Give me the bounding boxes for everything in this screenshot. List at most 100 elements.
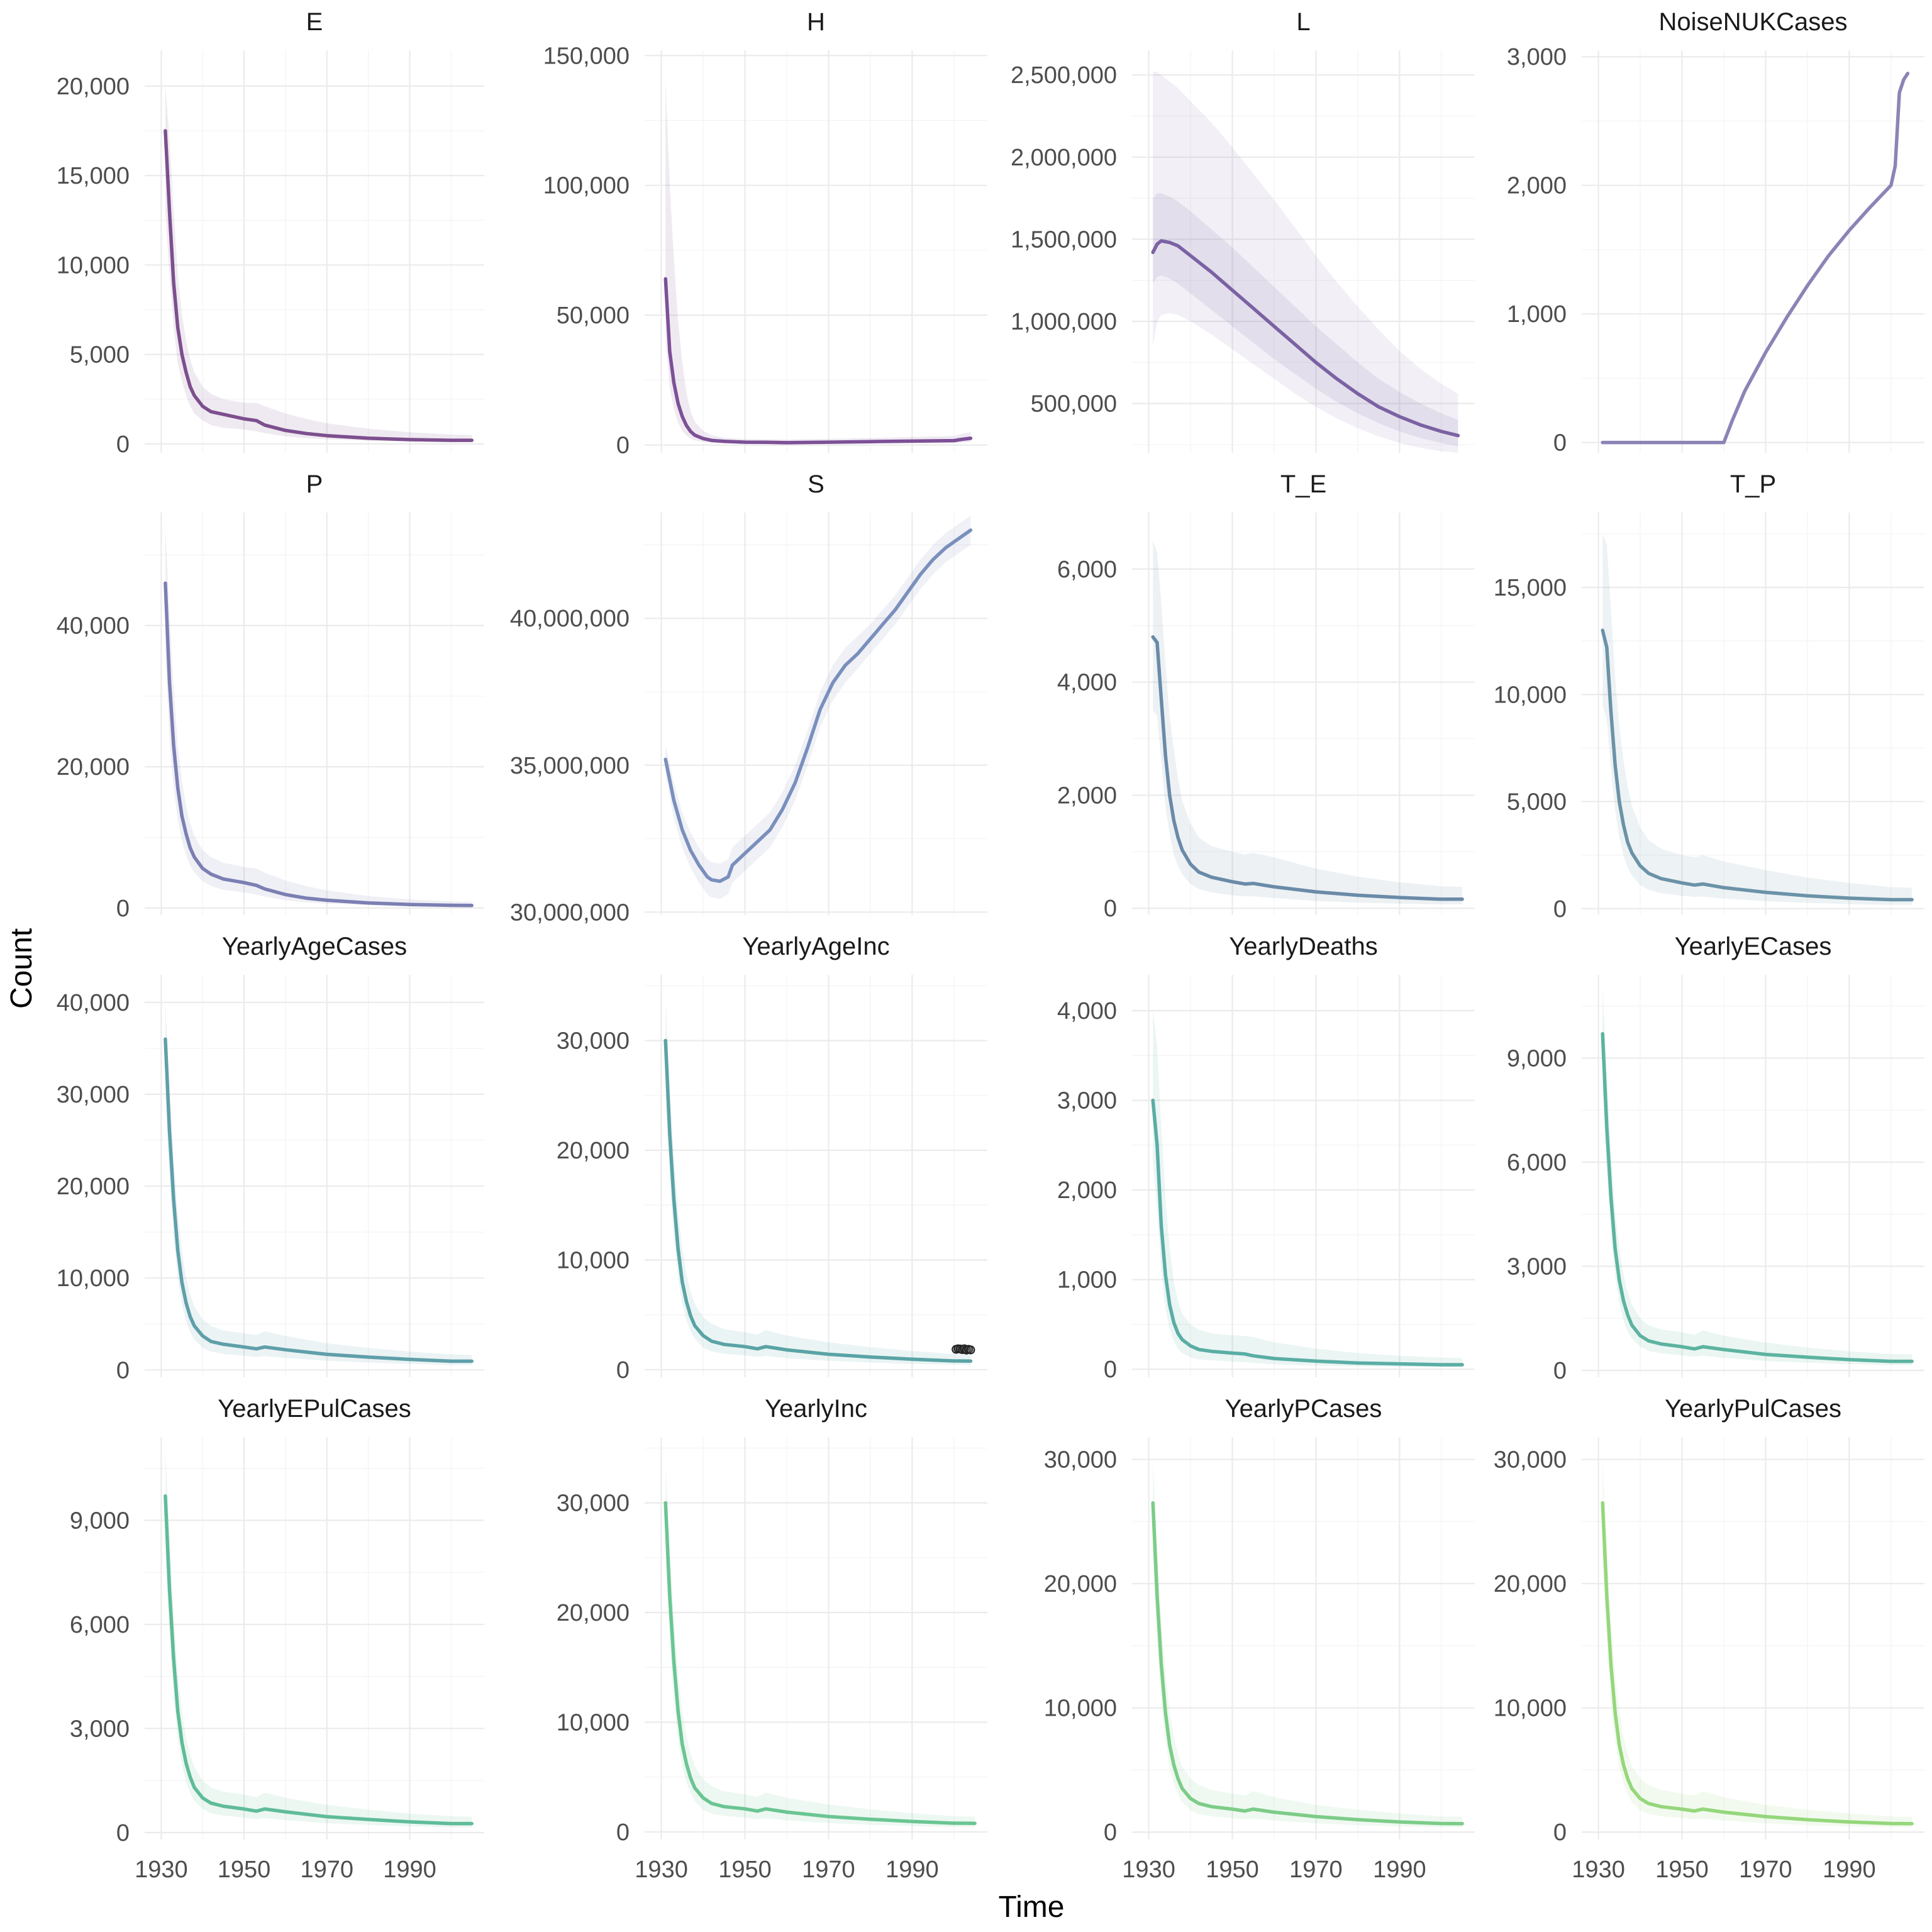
x-tick-label: 1930 (135, 1857, 188, 1883)
ribbon (1602, 989, 1913, 1365)
panel-YearlyPCases: 0 10,000 20,000 30,000 1930 1950 1970 1990 Yearl… (1044, 1395, 1475, 1883)
series-line (1601, 1032, 1914, 1363)
panel-T_P: 0 5,000 10,000 15,000 T_P (1494, 470, 1924, 923)
data-point (966, 1345, 975, 1355)
panel-title: T_E (1280, 470, 1326, 498)
y-tick-label: 1,000,000 (1011, 309, 1117, 335)
ribbon (665, 1002, 971, 1365)
y-tick-label: 30,000 (557, 1028, 630, 1055)
y-axis-title: Count (5, 928, 38, 1009)
y-tick-label: 15,000 (57, 163, 130, 189)
y-tick-label: 1,000 (1507, 301, 1567, 328)
y-tick-label: 10,000 (57, 252, 130, 279)
y-tick-label: 2,000,000 (1011, 145, 1117, 171)
y-tick-label: 9,000 (1507, 1045, 1567, 1072)
ribbon (1153, 1011, 1463, 1367)
y-tick-label: 10,000 (557, 1247, 630, 1274)
series-line (663, 277, 973, 445)
y-tick-label: 0 (116, 896, 130, 922)
y-tick-label: 100,000 (543, 173, 630, 199)
y-tick-label: 0 (116, 431, 130, 458)
series-line (1601, 628, 1914, 902)
y-tick-label: 40,000 (57, 990, 130, 1016)
ribbon (165, 1451, 472, 1828)
y-tick-label: 10,000 (557, 1709, 630, 1736)
panel-YearlyAgeCases: 0 10,000 20,000 30,000 40,000 YearlyAgeCases (57, 933, 484, 1384)
series-line (1151, 239, 1460, 438)
y-tick-label: 1,000 (1057, 1267, 1117, 1294)
panels: 0 5,000 10,000 15,000 20,000 E 0 50,000 100,000 1… (57, 8, 1924, 1883)
panel-title: YearlyECases (1675, 933, 1832, 960)
y-tick-label: 150,000 (543, 43, 630, 69)
y-tick-label: 50,000 (557, 303, 630, 329)
y-tick-label: 20,000 (1494, 1571, 1567, 1597)
series-line (164, 1037, 474, 1363)
y-tick-label: 20,000 (57, 754, 130, 780)
ribbon (165, 86, 472, 442)
y-tick-label: 20,000 (57, 1174, 130, 1200)
panel-title: YearlyEPulCases (218, 1395, 411, 1423)
panel-YearlyPulCases: 0 10,000 20,000 30,000 1930 1950 1970 1990 Yearl… (1494, 1395, 1924, 1883)
panel-YearlyInc: 0 10,000 20,000 30,000 1930 1950 1970 1990 Yearl… (557, 1395, 987, 1883)
y-tick-label: 30,000,000 (510, 899, 630, 926)
y-tick-label: 0 (116, 1357, 130, 1384)
ribbon (1602, 1459, 1913, 1828)
y-tick-label: 10,000 (1494, 682, 1567, 708)
y-tick-label: 40,000 (57, 613, 130, 640)
y-tick-label: 20,000 (57, 74, 130, 100)
panel-title: YearlyDeaths (1229, 933, 1377, 960)
panel-YearlyAgeInc: 0 10,000 20,000 30,000 YearlyAgeInc (557, 933, 987, 1384)
outer-ribbon (1153, 72, 1458, 453)
x-tick-label: 1990 (1823, 1857, 1876, 1883)
y-tick-label: 30,000 (1494, 1447, 1567, 1474)
y-tick-label: 4,000 (1057, 998, 1117, 1024)
y-tick-label: 6,000 (70, 1612, 130, 1638)
y-tick-label: 0 (1104, 1819, 1117, 1846)
panel-title: YearlyInc (765, 1395, 867, 1423)
y-tick-label: 0 (616, 1819, 630, 1846)
panel-YearlyDeaths: 0 1,000 2,000 3,000 4,000 YearlyDeaths (1057, 933, 1475, 1383)
x-tick-label: 1970 (1289, 1857, 1343, 1883)
y-tick-label: 3,000 (70, 1716, 130, 1742)
series-line (164, 129, 474, 442)
y-tick-label: 0 (1553, 1358, 1567, 1384)
y-tick-label: 0 (616, 433, 630, 459)
panel-title: E (306, 8, 323, 36)
y-tick-label: 0 (1104, 1357, 1117, 1383)
x-tick-label: 1950 (1655, 1857, 1709, 1883)
y-tick-label: 3,000 (1057, 1088, 1117, 1114)
series-line (1151, 1098, 1464, 1367)
y-tick-label: 0 (1553, 896, 1567, 923)
ribbon (165, 526, 472, 907)
y-tick-label: 1,500,000 (1011, 226, 1117, 253)
panel-T_E: 0 2,000 4,000 6,000 T_E (1057, 470, 1475, 922)
panel-title: YearlyAgeCases (222, 933, 407, 960)
panel-YearlyECases: 0 3,000 6,000 9,000 YearlyECases (1507, 933, 1924, 1384)
y-tick-label: 9,000 (70, 1507, 130, 1534)
y-tick-label: 20,000 (557, 1138, 630, 1164)
series-line (1601, 72, 1910, 445)
series-line (663, 528, 973, 884)
y-tick-label: 5,000 (70, 342, 130, 369)
panel-title: S (808, 470, 824, 498)
ribbon (1602, 534, 1913, 905)
panel-title: H (807, 8, 825, 36)
x-tick-label: 1950 (1206, 1857, 1259, 1883)
ribbon (1153, 540, 1463, 904)
series-line (1151, 635, 1464, 901)
y-tick-label: 4,000 (1057, 670, 1117, 696)
panel-YearlyEPulCases: 0 3,000 6,000 9,000 1930 1950 1970 1990 YearlyEP… (70, 1395, 484, 1883)
y-tick-label: 30,000 (57, 1082, 130, 1108)
x-tick-label: 1930 (1122, 1857, 1175, 1883)
panel-title: NoiseNUKCases (1658, 8, 1847, 36)
panel-P: 0 20,000 40,000 P (57, 470, 484, 922)
panel-title: T_P (1730, 470, 1776, 498)
ribbon (1153, 1459, 1463, 1828)
panel-L: 500,000 1,000,000 1,500,000 2,000,000 2,500,… (1011, 8, 1475, 453)
x-axis-title: Time (999, 1890, 1065, 1924)
y-tick-label: 30,000 (1044, 1447, 1117, 1474)
x-tick-label: 1990 (1373, 1857, 1426, 1883)
x-tick-label: 1970 (802, 1857, 855, 1883)
y-tick-label: 0 (1104, 896, 1117, 922)
y-tick-label: 30,000 (557, 1491, 630, 1517)
